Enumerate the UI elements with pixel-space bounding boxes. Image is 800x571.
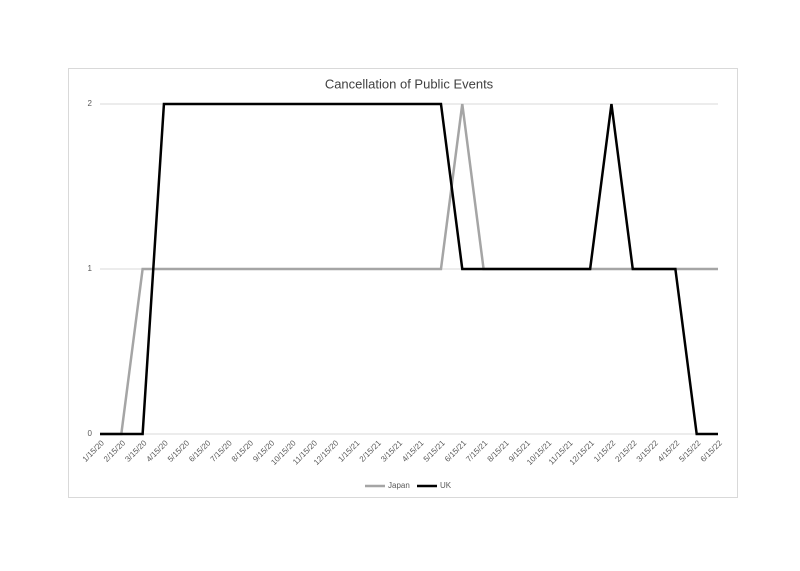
legend-label: UK [440,481,452,490]
legend-label: Japan [388,481,410,490]
y-tick-label: 2 [88,99,93,108]
chart-title: Cancellation of Public Events [325,76,494,91]
y-tick-label: 0 [88,429,93,438]
y-tick-label: 1 [88,264,93,273]
chart-area [68,68,738,498]
series-line [100,102,718,436]
series-line [100,103,718,436]
